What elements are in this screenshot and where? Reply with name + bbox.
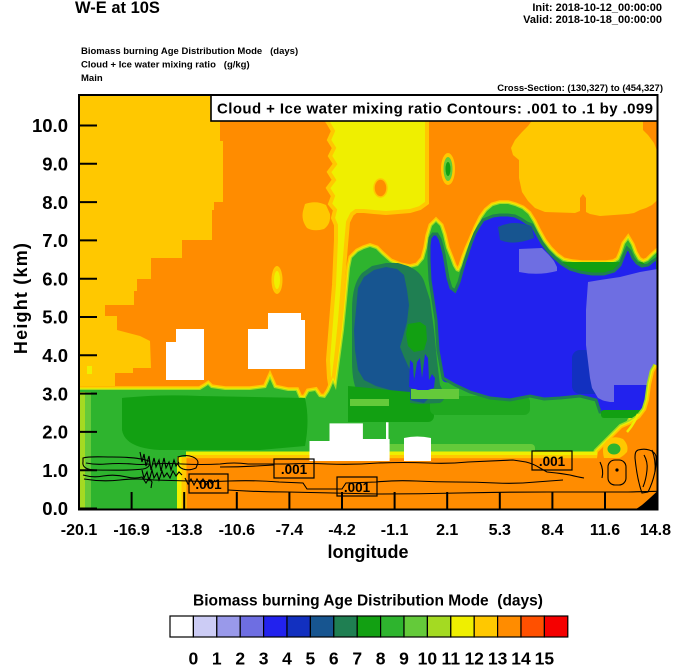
svg-text:Biomass burning Age Distributi: Biomass burning Age Distribution Mode (d… [193, 593, 543, 610]
svg-text:Init: 2018-10-12_00:00:00: Init: 2018-10-12_00:00:00 [532, 2, 662, 14]
svg-text:14.8: 14.8 [640, 522, 671, 539]
svg-text:6.0: 6.0 [42, 268, 68, 289]
svg-text:Valid: 2018-10-18_00:00:00: Valid: 2018-10-18_00:00:00 [523, 14, 662, 26]
svg-text:-4.2: -4.2 [328, 522, 356, 539]
svg-text:14: 14 [511, 649, 531, 667]
svg-text:7.0: 7.0 [42, 230, 68, 251]
svg-text:Height (km): Height (km) [11, 242, 31, 354]
svg-text:2.0: 2.0 [42, 422, 68, 443]
svg-text:3.0: 3.0 [42, 383, 68, 404]
svg-text:4.0: 4.0 [42, 345, 68, 366]
svg-text:8: 8 [376, 649, 386, 667]
svg-text:5.3: 5.3 [489, 522, 511, 539]
svg-text:9: 9 [399, 649, 409, 667]
svg-text:8.4: 8.4 [541, 522, 563, 539]
svg-text:0.0: 0.0 [42, 498, 68, 519]
svg-text:0: 0 [189, 649, 199, 667]
svg-text:W-E at 10S: W-E at 10S [75, 0, 160, 17]
svg-text:13: 13 [488, 649, 508, 667]
svg-text:.001: .001 [195, 477, 222, 492]
svg-text:Main: Main [81, 73, 103, 84]
svg-text:.001: .001 [344, 480, 371, 495]
svg-text:-10.6: -10.6 [219, 522, 256, 539]
svg-text:.001: .001 [281, 462, 308, 477]
svg-text:-7.4: -7.4 [276, 522, 304, 539]
svg-text:-20.1: -20.1 [61, 522, 98, 539]
svg-text:12: 12 [464, 649, 484, 667]
svg-text:Cross-Section: (130,327) to (4: Cross-Section: (130,327) to (454,327) [497, 83, 663, 94]
svg-text:2: 2 [235, 649, 245, 667]
svg-text:8.0: 8.0 [42, 192, 68, 213]
svg-text:5: 5 [306, 649, 316, 667]
svg-text:1: 1 [212, 649, 222, 667]
svg-text:4: 4 [282, 649, 292, 667]
svg-text:1.0: 1.0 [42, 460, 68, 481]
svg-text:11: 11 [442, 649, 461, 667]
svg-text:.001: .001 [539, 454, 566, 469]
svg-text:-16.9: -16.9 [113, 522, 150, 539]
svg-text:6: 6 [329, 649, 339, 667]
svg-text:5.0: 5.0 [42, 307, 68, 328]
svg-text:Cloud + Ice water mixing ratio: Cloud + Ice water mixing ratio Contours:… [217, 101, 653, 118]
svg-text:10.0: 10.0 [32, 115, 68, 136]
svg-text:longitude: longitude [328, 542, 409, 562]
svg-text:-13.8: -13.8 [166, 522, 203, 539]
svg-text:Cloud + Ice water mixing ratio: Cloud + Ice water mixing ratio (g/kg) [81, 60, 250, 71]
svg-text:Biomass burning Age Distributi: Biomass burning Age Distribution Mode (d… [81, 46, 298, 57]
svg-text:7: 7 [352, 649, 362, 667]
svg-text:-1.1: -1.1 [381, 522, 409, 539]
svg-text:15: 15 [535, 649, 555, 667]
svg-text:9.0: 9.0 [42, 154, 68, 175]
svg-text:10: 10 [418, 649, 438, 667]
svg-text:11.6: 11.6 [590, 522, 620, 539]
svg-text:2.1: 2.1 [436, 522, 458, 539]
svg-text:3: 3 [259, 649, 269, 667]
